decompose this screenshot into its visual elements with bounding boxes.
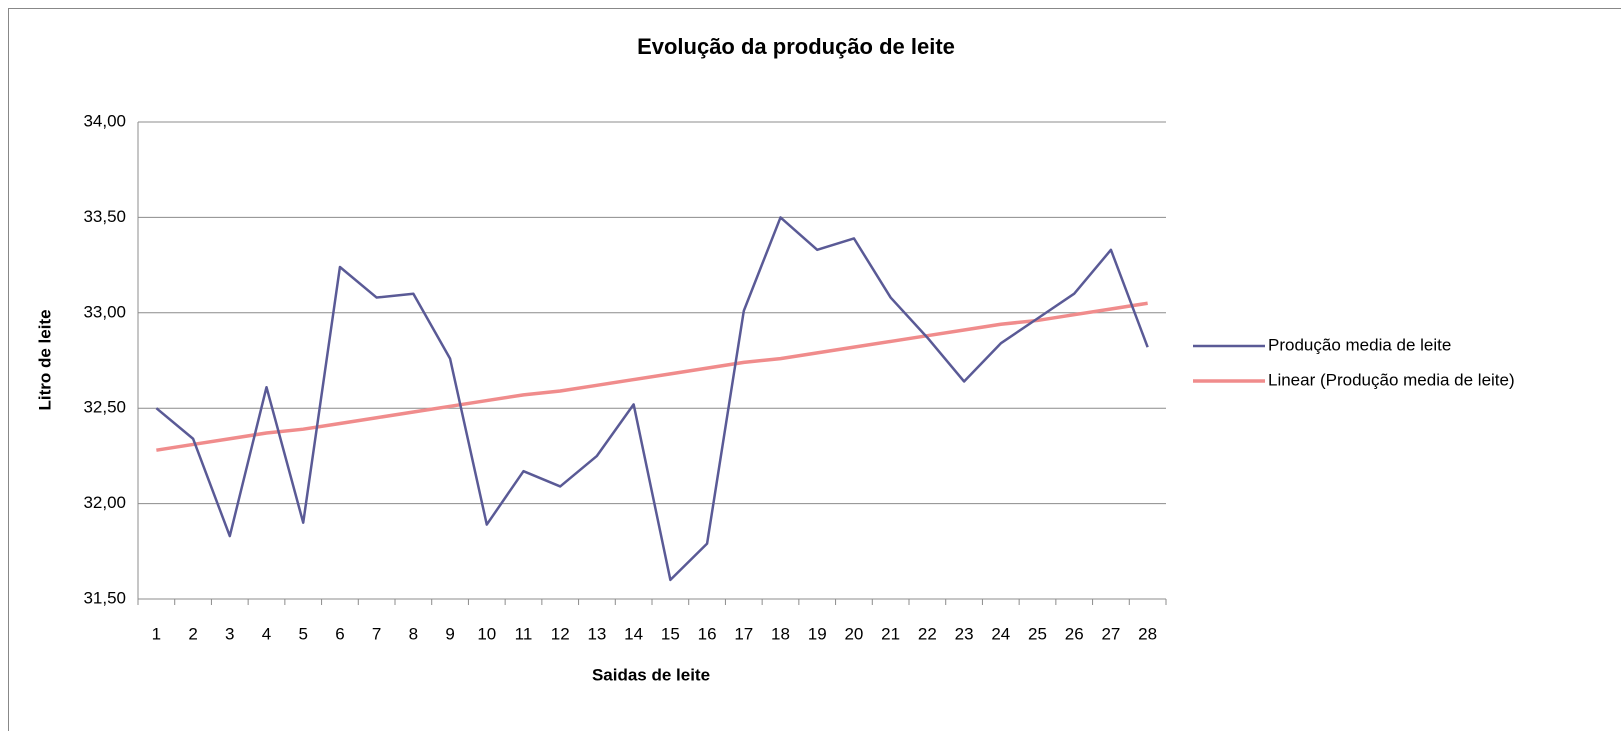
x-tick-label: 20 xyxy=(844,624,863,643)
x-tick-label: 5 xyxy=(298,624,307,643)
x-tick-label: 22 xyxy=(918,624,937,643)
legend-label: Produção media de leite xyxy=(1268,335,1451,354)
x-tick-label: 8 xyxy=(409,624,418,643)
y-tick-label: 32,50 xyxy=(83,398,126,417)
x-tick-label: 24 xyxy=(991,624,1010,643)
y-axis-label: Litro de leite xyxy=(35,309,54,410)
x-tick-label: 11 xyxy=(515,624,533,643)
legend-label: Linear (Produção media de leite) xyxy=(1268,370,1515,389)
x-tick-label: 27 xyxy=(1101,624,1120,643)
series-line xyxy=(155,216,1149,582)
x-tick-label: 12 xyxy=(551,624,570,643)
x-tick-label: 13 xyxy=(587,624,606,643)
chart-title: Evolução da produção de leite xyxy=(637,34,955,59)
y-tick-label: 32,00 xyxy=(83,493,126,512)
x-tick-label: 14 xyxy=(624,624,643,643)
x-tick-label: 23 xyxy=(955,624,974,643)
y-tick-label: 31,50 xyxy=(83,588,126,607)
x-tick-label: 15 xyxy=(661,624,680,643)
x-tick-label: 21 xyxy=(881,624,900,643)
x-axis-label: Saidas de leite xyxy=(592,665,710,684)
y-tick-label: 33,00 xyxy=(83,302,126,321)
x-tick-label: 1 xyxy=(152,624,161,643)
x-tick-label: 28 xyxy=(1138,624,1157,643)
x-tick-label: 2 xyxy=(188,624,197,643)
x-tick-label: 9 xyxy=(445,624,454,643)
y-tick-label: 33,50 xyxy=(83,207,126,226)
y-tick-label: 34,00 xyxy=(83,111,126,130)
x-tick-label: 7 xyxy=(372,624,381,643)
x-tick-label: 19 xyxy=(808,624,827,643)
x-tick-label: 17 xyxy=(734,624,753,643)
x-tick-label: 25 xyxy=(1028,624,1047,643)
x-tick-label: 6 xyxy=(335,624,344,643)
x-tick-label: 16 xyxy=(698,624,717,643)
x-tick-label: 3 xyxy=(225,624,234,643)
chart-frame xyxy=(8,8,1621,731)
series-line xyxy=(156,301,1148,452)
x-tick-label: 18 xyxy=(771,624,790,643)
x-tick-label: 4 xyxy=(262,624,271,643)
x-tick-label: 26 xyxy=(1065,624,1084,643)
x-tick-label: 10 xyxy=(477,624,496,643)
